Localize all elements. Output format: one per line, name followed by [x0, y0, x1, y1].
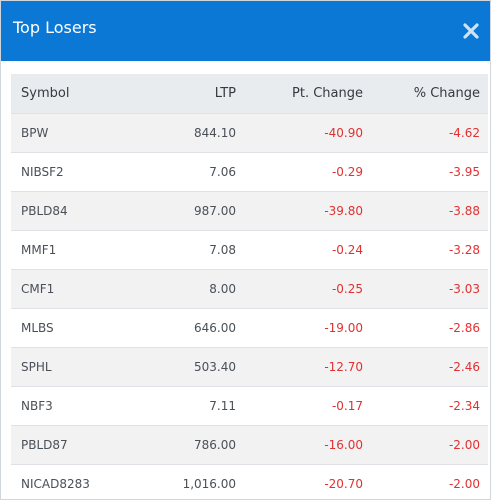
pt-change-cell: -0.25: [236, 269, 363, 309]
table-row[interactable]: PBLD84 987.00 -39.80 -3.88: [11, 191, 488, 231]
pct-change-cell: -3.95: [363, 152, 488, 192]
ltp-cell: 7.08: [131, 230, 236, 270]
close-icon[interactable]: [462, 22, 480, 40]
table-header-row: Symbol LTP Pt. Change % Change: [11, 74, 488, 114]
pt-change-cell: -19.00: [236, 308, 363, 348]
table-row[interactable]: PBLD87 786.00 -16.00 -2.00: [11, 425, 488, 465]
pt-change-cell: -0.29: [236, 152, 363, 192]
symbol-cell: NIBSF2: [11, 152, 131, 192]
symbol-cell: PBLD87: [11, 425, 131, 465]
pt-change-cell: -20.70: [236, 464, 363, 499]
pt-change-cell: -39.80: [236, 191, 363, 231]
losers-table: Symbol LTP Pt. Change % Change BPW 844.10…: [11, 74, 488, 499]
table-row[interactable]: NICAD8283 1,016.00 -20.70 -2.00: [11, 464, 488, 499]
table-body: BPW 844.10 -40.90 -4.62 NIBSF2 7.06 -0.29 -3.95…: [11, 113, 488, 499]
pct-change-cell: -3.88: [363, 191, 488, 231]
losers-table-container: Symbol LTP Pt. Change % Change BPW 844.10…: [11, 74, 488, 499]
column-header-ltp[interactable]: LTP: [131, 74, 236, 114]
table-row[interactable]: MLBS 646.00 -19.00 -2.86: [11, 308, 488, 348]
column-header-pct-change[interactable]: % Change: [363, 74, 488, 114]
symbol-cell: NBF3: [11, 386, 131, 426]
pt-change-cell: -0.24: [236, 230, 363, 270]
symbol-cell: CMF1: [11, 269, 131, 309]
symbol-cell: NICAD8283: [11, 464, 131, 499]
column-header-pt-change[interactable]: Pt. Change: [236, 74, 363, 114]
symbol-cell: BPW: [11, 113, 131, 153]
ltp-cell: 844.10: [131, 113, 236, 153]
symbol-cell: MMF1: [11, 230, 131, 270]
pt-change-cell: -40.90: [236, 113, 363, 153]
pct-change-cell: -4.62: [363, 113, 488, 153]
ltp-cell: 7.11: [131, 386, 236, 426]
table-row[interactable]: NIBSF2 7.06 -0.29 -3.95: [11, 152, 488, 192]
pct-change-cell: -3.03: [363, 269, 488, 309]
modal-header: Top Losers: [1, 1, 490, 61]
ltp-cell: 1,016.00: [131, 464, 236, 499]
table-row[interactable]: BPW 844.10 -40.90 -4.62: [11, 113, 488, 153]
table-row[interactable]: SPHL 503.40 -12.70 -2.46: [11, 347, 488, 387]
symbol-cell: SPHL: [11, 347, 131, 387]
pct-change-cell: -3.28: [363, 230, 488, 270]
pct-change-cell: -2.86: [363, 308, 488, 348]
symbol-cell: PBLD84: [11, 191, 131, 231]
ltp-cell: 503.40: [131, 347, 236, 387]
pct-change-cell: -2.46: [363, 347, 488, 387]
table-row[interactable]: NBF3 7.11 -0.17 -2.34: [11, 386, 488, 426]
pt-change-cell: -12.70: [236, 347, 363, 387]
symbol-cell: MLBS: [11, 308, 131, 348]
pct-change-cell: -2.00: [363, 464, 488, 499]
ltp-cell: 987.00: [131, 191, 236, 231]
modal-title: Top Losers: [13, 18, 97, 37]
table-row[interactable]: MMF1 7.08 -0.24 -3.28: [11, 230, 488, 270]
ltp-cell: 646.00: [131, 308, 236, 348]
pt-change-cell: -16.00: [236, 425, 363, 465]
pct-change-cell: -2.00: [363, 425, 488, 465]
ltp-cell: 8.00: [131, 269, 236, 309]
ltp-cell: 7.06: [131, 152, 236, 192]
table-row[interactable]: CMF1 8.00 -0.25 -3.03: [11, 269, 488, 309]
column-header-symbol[interactable]: Symbol: [11, 74, 131, 114]
ltp-cell: 786.00: [131, 425, 236, 465]
pct-change-cell: -2.34: [363, 386, 488, 426]
pt-change-cell: -0.17: [236, 386, 363, 426]
